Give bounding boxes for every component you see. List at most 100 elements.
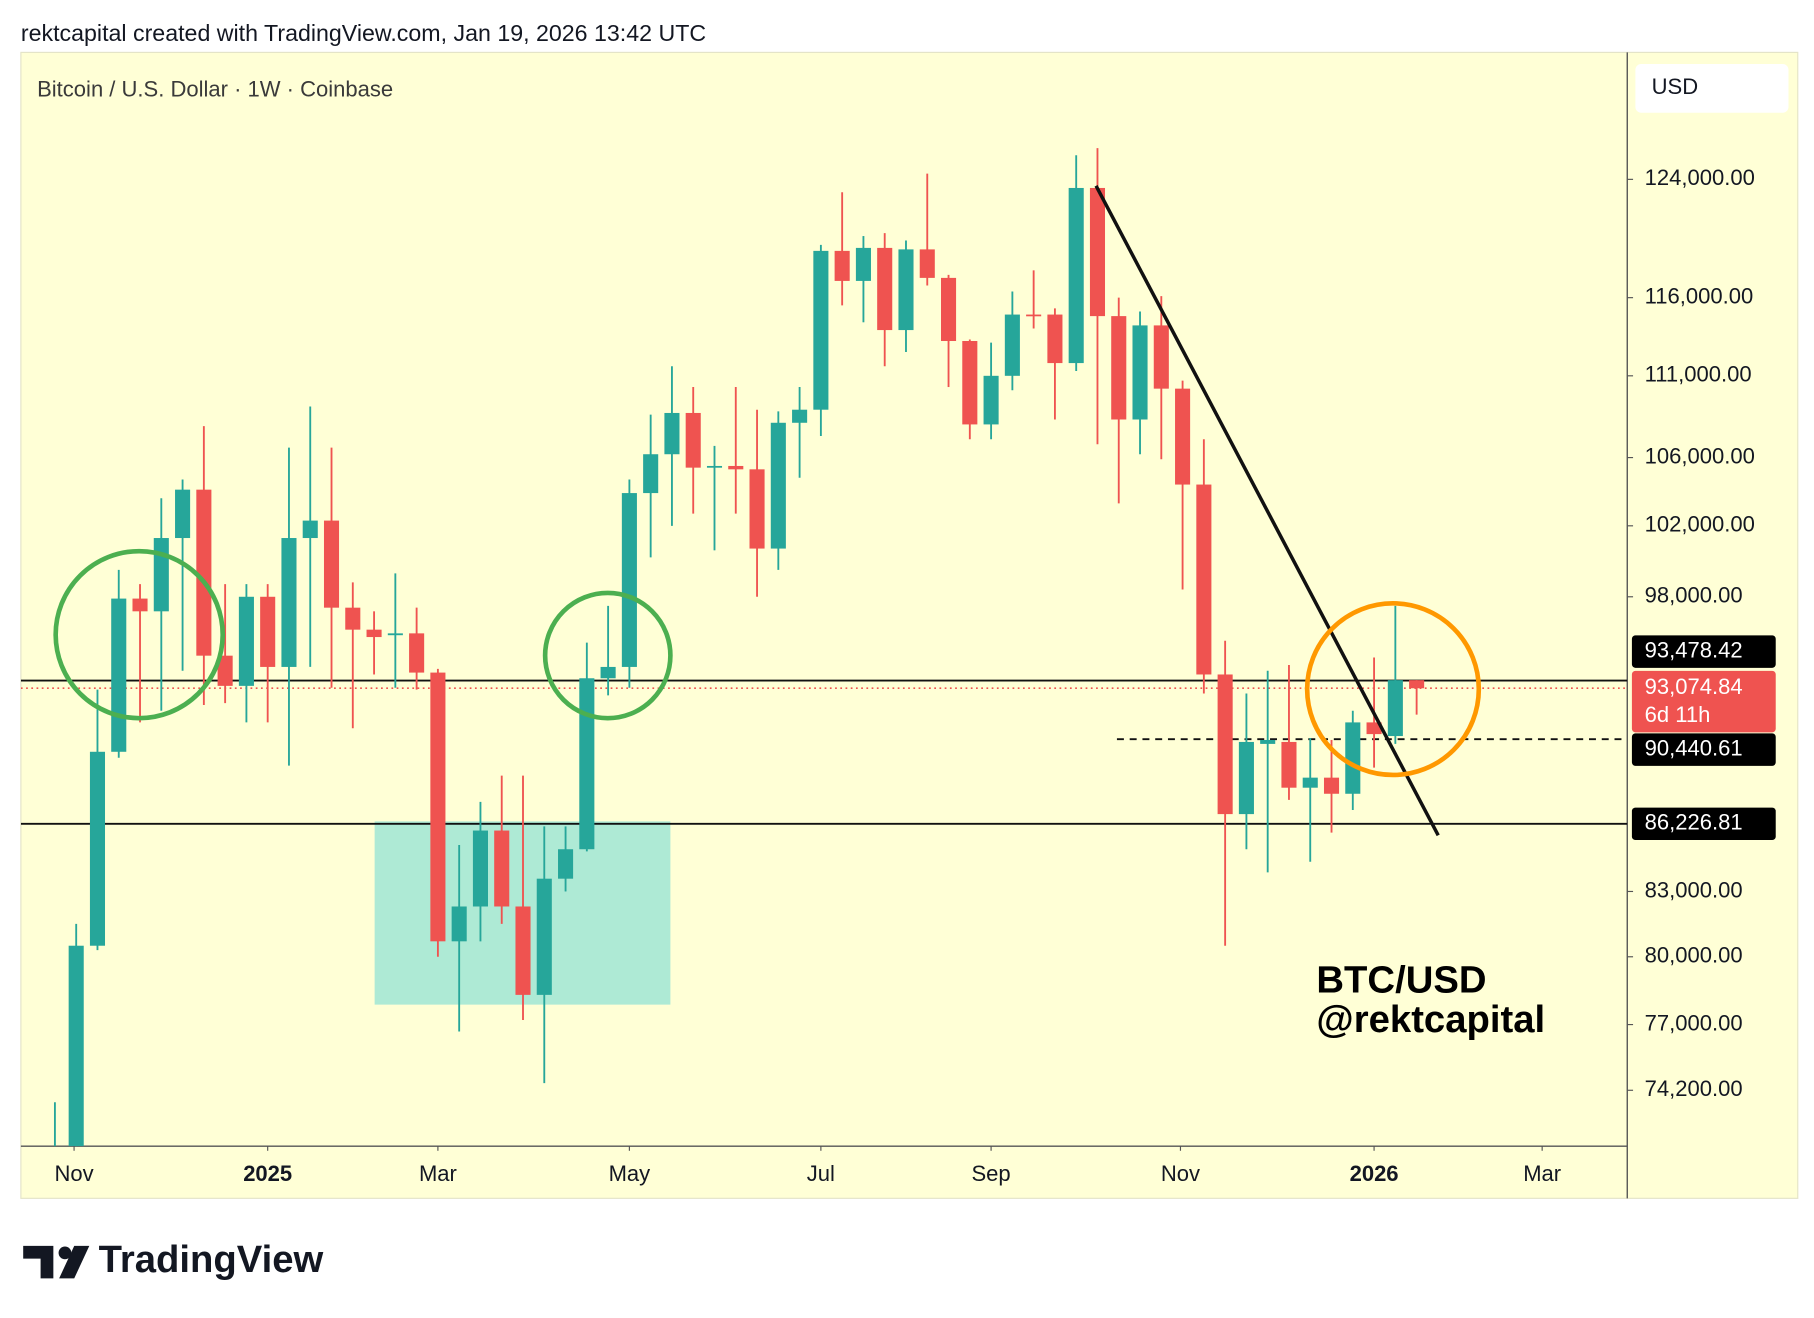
x-tick-label: 2026 <box>1350 1161 1399 1186</box>
y-tick-label: 98,000.00 <box>1645 583 1743 608</box>
candle-body <box>1238 741 1254 815</box>
header: rektcapital created with TradingView.com… <box>21 20 706 46</box>
candle-body <box>834 250 850 281</box>
candle-body <box>600 666 616 679</box>
y-tick-label: 102,000.00 <box>1645 512 1755 537</box>
candle-body <box>728 465 744 470</box>
candle-body <box>302 520 318 539</box>
candle-body <box>664 412 680 455</box>
candle-body <box>1153 325 1169 389</box>
candle-body <box>515 906 531 995</box>
candle-body <box>111 598 127 752</box>
candle-body <box>643 454 659 494</box>
candle-body <box>983 375 999 425</box>
candle-body <box>792 409 808 423</box>
candle-body <box>877 247 893 331</box>
green-circle <box>542 590 673 721</box>
watermark: TradingView <box>99 1238 324 1281</box>
candle-body <box>430 672 446 942</box>
countdown-label: 6d 11h <box>1645 702 1711 727</box>
candle-body <box>281 538 297 667</box>
candle-body <box>1196 484 1212 675</box>
candle-body <box>621 493 637 667</box>
candle-body <box>1026 314 1042 317</box>
candle-body <box>217 655 233 686</box>
candle-body <box>898 249 914 331</box>
annotations: BTC/USD @rektcapital <box>53 184 1545 1041</box>
currency-box[interactable] <box>1635 63 1789 113</box>
candle-body <box>941 277 957 342</box>
price-label-box <box>1631 733 1776 766</box>
candle-body <box>813 250 829 410</box>
candle-body <box>323 520 340 608</box>
y-tick-label: 116,000.00 <box>1645 283 1754 308</box>
candle-body <box>1409 680 1425 689</box>
currency-label[interactable]: USD <box>1652 74 1698 99</box>
price-label-box <box>1631 807 1776 841</box>
x-tick-label: 2025 <box>243 1161 292 1186</box>
orange-circle <box>1304 601 1482 778</box>
candle-body <box>749 469 765 549</box>
x-tick-label: Sep <box>971 1161 1010 1186</box>
x-tick-label: Jul <box>807 1161 835 1186</box>
candle-body <box>68 945 84 1147</box>
candle-body <box>387 633 403 636</box>
logo-mark <box>23 1245 54 1279</box>
y-tick-label: 106,000.00 <box>1645 443 1755 468</box>
axes: 124,000.00 116,000.00 111,000.00 106,000.00… <box>54 165 1776 1186</box>
annotation-text: @rektcapital <box>1316 998 1545 1041</box>
candle-body <box>855 247 871 281</box>
y-tick-label: 77,000.00 <box>1645 1010 1743 1035</box>
candle-body <box>558 849 574 879</box>
x-tick-label: Mar <box>1523 1161 1561 1186</box>
candle-body <box>919 249 935 278</box>
chart-title: Bitcoin / U.S. Dollar · 1W · Coinbase <box>37 76 393 101</box>
candle-body <box>1068 187 1084 364</box>
candle-body <box>175 489 191 539</box>
annotation-text: BTC/USD <box>1316 959 1486 1002</box>
candle-body <box>536 878 552 995</box>
x-tick-label: May <box>609 1161 651 1186</box>
candle-body <box>1345 722 1361 794</box>
logo-mark <box>59 1245 90 1279</box>
candle-body <box>706 465 723 468</box>
candle-body <box>1089 187 1106 317</box>
candle-body <box>1111 316 1127 420</box>
y-tick-label: 111,000.00 <box>1645 362 1752 387</box>
candle-body <box>1366 722 1382 735</box>
price-label: 86,226.81 <box>1645 810 1743 835</box>
candle-body <box>685 412 701 468</box>
last-price-box <box>1631 670 1776 733</box>
last-price-label: 93,074.84 <box>1645 674 1743 699</box>
y-tick-label: 74,200.00 <box>1645 1076 1743 1101</box>
candle-body <box>1260 739 1276 744</box>
candle-body <box>1047 314 1063 364</box>
candle-body <box>1217 674 1233 815</box>
candle-body <box>366 629 382 638</box>
logo: TradingView <box>23 1238 324 1281</box>
candle-body <box>196 489 212 656</box>
x-tick-label: Nov <box>54 1161 93 1186</box>
candle-body <box>1302 777 1318 788</box>
price-label: 93,478.42 <box>1645 637 1743 662</box>
candle-body <box>1132 325 1148 420</box>
green-circle <box>53 548 226 721</box>
candle-body <box>238 596 254 686</box>
candle-body <box>345 607 361 630</box>
candle-body <box>494 830 510 907</box>
y-tick-label: 80,000.00 <box>1645 943 1743 968</box>
price-label: 90,440.61 <box>1645 735 1743 760</box>
candle-body <box>1175 388 1191 485</box>
candle-body <box>89 751 106 946</box>
chart-panel <box>20 51 1799 1199</box>
candle-body <box>409 633 425 673</box>
logo-mark <box>58 1246 72 1260</box>
x-tick-label: Nov <box>1161 1161 1200 1186</box>
y-tick-label: 83,000.00 <box>1645 877 1743 902</box>
candle-body <box>770 422 786 549</box>
candle-body <box>579 678 595 850</box>
x-tick-label: Mar <box>419 1161 457 1186</box>
price-label-box <box>1631 635 1776 668</box>
